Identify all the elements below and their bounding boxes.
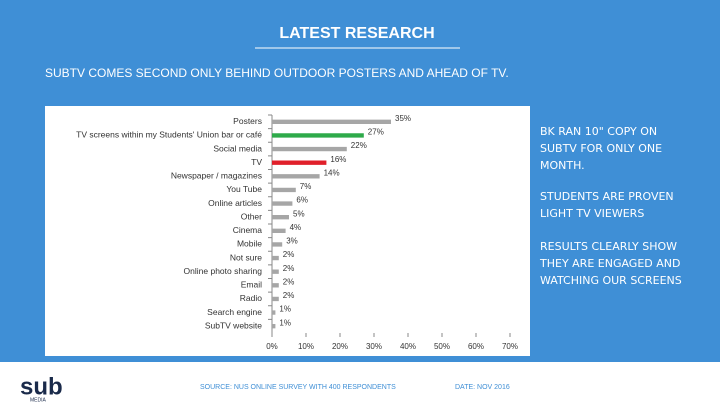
y-tick-label: Cinema (233, 225, 263, 235)
bar (272, 119, 391, 124)
value-label: 3% (286, 237, 298, 246)
logo-sub: MEDIA (30, 397, 47, 403)
y-tick-label: Not sure (230, 252, 262, 262)
y-tick-label: Posters (233, 116, 262, 126)
logo: sub (20, 373, 63, 400)
annotation: BK RAN 10" COPY ON SUBTV FOR ONLY ONE MO… (540, 125, 663, 172)
y-tick-label: Radio (240, 293, 262, 303)
bar (272, 174, 320, 179)
x-tick-label: 20% (332, 342, 348, 351)
value-label: 4% (290, 223, 302, 232)
y-tick-label: Search engine (207, 307, 262, 317)
bar (272, 201, 293, 206)
x-tick-label: 30% (366, 342, 382, 351)
bar (272, 215, 289, 220)
annotation: STUDENTS ARE PROVEN LIGHT TV VIEWERS (540, 190, 674, 220)
bar (272, 296, 279, 302)
x-tick-label: 60% (468, 342, 484, 351)
bar (272, 160, 327, 165)
x-tick-label: 40% (400, 342, 416, 351)
value-label: 1% (279, 318, 291, 327)
bar (272, 283, 279, 288)
bar (272, 269, 279, 274)
subtitle: SUBTV COMES SECOND ONLY BEHIND OUTDOOR P… (45, 66, 509, 80)
bar (272, 242, 283, 247)
y-tick-label: TV (251, 157, 262, 167)
y-tick-label: Social media (213, 143, 262, 153)
bar (272, 228, 286, 233)
value-label: 16% (330, 155, 346, 164)
y-tick-label: You Tube (226, 184, 262, 194)
y-tick-label: SubTV website (205, 320, 262, 330)
value-label: 22% (351, 141, 367, 150)
y-tick-label: Mobile (237, 239, 262, 249)
x-tick-label: 50% (434, 342, 450, 351)
footer-strip (0, 362, 720, 405)
value-label: 2% (283, 264, 295, 273)
bar (272, 255, 279, 261)
value-label: 6% (296, 196, 308, 205)
bar (272, 310, 276, 315)
value-label: 2% (283, 291, 295, 300)
value-label: 27% (368, 128, 384, 137)
bar (272, 324, 276, 329)
x-tick-label: 70% (502, 342, 518, 351)
value-label: 35% (395, 114, 411, 123)
source: SOURCE: NUS ONLINE SURVEY WITH 400 RESPO… (200, 384, 396, 391)
value-label: 7% (300, 182, 312, 191)
bar (272, 146, 347, 152)
y-tick-label: TV screens within my Students' Union bar… (76, 130, 262, 140)
y-tick-label: Other (241, 211, 262, 221)
y-tick-label: Email (241, 280, 262, 290)
value-label: 2% (283, 250, 295, 259)
date: DATE: NOV 2016 (455, 384, 510, 391)
annotation: RESULTS CLEARLY SHOW THEY ARE ENGAGED AN… (540, 240, 682, 287)
y-tick-label: Newspaper / magazines (171, 171, 262, 181)
slide-title: LATEST RESEARCH (279, 25, 434, 42)
value-label: 5% (293, 209, 305, 218)
x-tick-label: 0% (266, 342, 278, 351)
bar (272, 187, 296, 193)
y-tick-label: Online photo sharing (184, 266, 263, 276)
value-label: 2% (283, 277, 295, 286)
value-label: 14% (324, 168, 340, 177)
x-tick-label: 10% (298, 342, 314, 351)
bar (272, 133, 364, 138)
y-tick-label: Online articles (208, 198, 262, 208)
value-label: 1% (279, 305, 291, 314)
